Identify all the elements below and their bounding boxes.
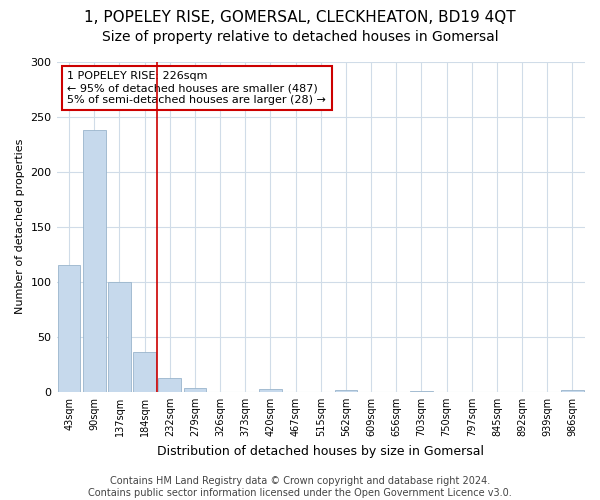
X-axis label: Distribution of detached houses by size in Gomersal: Distribution of detached houses by size … — [157, 444, 484, 458]
Text: Contains HM Land Registry data © Crown copyright and database right 2024.
Contai: Contains HM Land Registry data © Crown c… — [88, 476, 512, 498]
Bar — [58, 266, 80, 392]
Text: 1, POPELEY RISE, GOMERSAL, CLECKHEATON, BD19 4QT: 1, POPELEY RISE, GOMERSAL, CLECKHEATON, … — [84, 10, 516, 25]
Bar — [108, 282, 131, 392]
Bar — [335, 390, 357, 392]
Bar — [561, 390, 584, 392]
Bar — [133, 352, 156, 392]
Bar — [259, 388, 282, 392]
Bar — [410, 391, 433, 392]
Text: Size of property relative to detached houses in Gomersal: Size of property relative to detached ho… — [101, 30, 499, 44]
Bar — [184, 388, 206, 392]
Text: 1 POPELEY RISE: 226sqm
← 95% of detached houses are smaller (487)
5% of semi-det: 1 POPELEY RISE: 226sqm ← 95% of detached… — [67, 72, 326, 104]
Bar — [83, 130, 106, 392]
Bar — [158, 378, 181, 392]
Y-axis label: Number of detached properties: Number of detached properties — [15, 139, 25, 314]
